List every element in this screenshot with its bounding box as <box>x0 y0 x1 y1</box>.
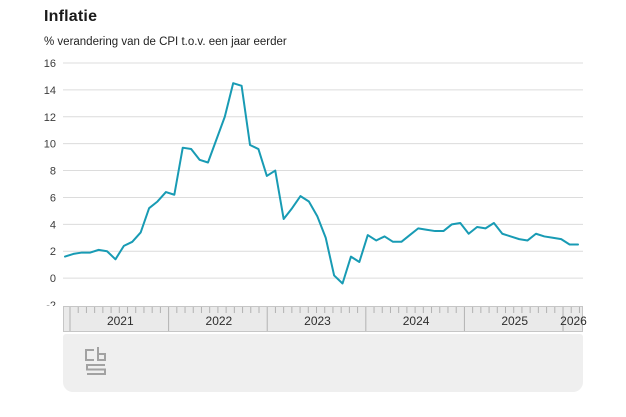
page-title: Inflatie <box>44 8 98 25</box>
logo-letter-b <box>97 347 106 361</box>
svg-text:-2: -2 <box>46 300 56 306</box>
svg-text:6: 6 <box>50 192 56 204</box>
year-label: 2024 <box>402 314 430 328</box>
month-ticks <box>69 307 580 331</box>
footer-card <box>63 334 583 392</box>
svg-text:14: 14 <box>44 85 56 97</box>
svg-text:8: 8 <box>50 166 56 178</box>
svg-text:0: 0 <box>50 273 56 285</box>
year-label: 2021 <box>106 314 134 328</box>
svg-text:2: 2 <box>50 246 56 258</box>
svg-text:16: 16 <box>44 58 56 70</box>
inflation-line[interactable] <box>64 82 580 285</box>
year-label: 2026 <box>560 314 587 328</box>
gridlines <box>63 62 583 279</box>
year-label: 2023 <box>304 314 331 328</box>
logo-letter-s <box>86 364 106 375</box>
year-label: 2022 <box>205 314 233 328</box>
timeline-axis[interactable]: 2021 2022 2023 2024 2025 2026 <box>63 306 587 332</box>
chart-subtitle: % verandering van de CPI t.o.v. een jaar… <box>44 36 287 48</box>
svg-text:12: 12 <box>44 112 56 124</box>
svg-text:4: 4 <box>50 219 56 231</box>
cbs-logo <box>83 346 109 385</box>
inflation-chart[interactable]: 16 14 12 10 8 6 4 2 0 -2 <box>0 0 626 306</box>
svg-text:10: 10 <box>44 139 56 151</box>
logo-letter-c <box>85 349 94 361</box>
year-label: 2025 <box>501 314 529 328</box>
y-axis-labels: 16 14 12 10 8 6 4 2 0 -2 <box>44 58 56 306</box>
